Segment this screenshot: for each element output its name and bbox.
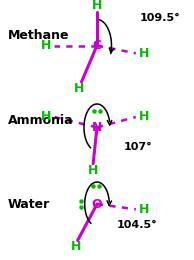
Text: Water: Water	[8, 198, 50, 211]
Text: H: H	[40, 39, 51, 52]
Text: H: H	[74, 82, 85, 95]
Text: Methane: Methane	[8, 29, 69, 42]
Text: 104.5°: 104.5°	[116, 220, 157, 230]
Text: H: H	[139, 110, 150, 124]
Text: 107°: 107°	[124, 142, 153, 152]
Text: H: H	[88, 164, 98, 177]
Text: H: H	[139, 47, 150, 60]
Text: H: H	[92, 0, 102, 12]
Text: C: C	[92, 39, 102, 52]
Text: N: N	[92, 121, 102, 134]
Text: Ammonia: Ammonia	[8, 114, 73, 127]
Text: H: H	[40, 110, 51, 124]
Text: H: H	[70, 240, 81, 253]
Text: H: H	[139, 203, 150, 216]
Text: 109.5°: 109.5°	[140, 13, 180, 23]
Text: O: O	[92, 198, 102, 211]
